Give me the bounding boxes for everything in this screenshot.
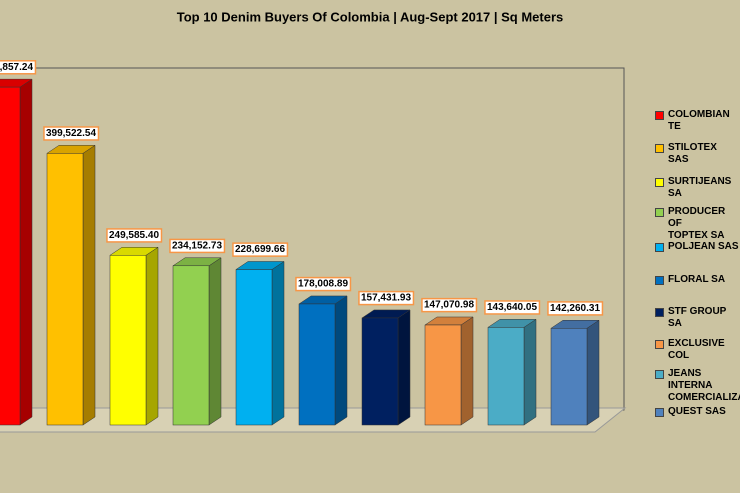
legend-label: SURTIJEANS SA: [668, 176, 732, 199]
legend-swatch: [655, 208, 664, 217]
legend-item: QUEST SAS: [655, 406, 726, 418]
data-label-box: [0, 60, 37, 75]
data-label-box: [295, 276, 352, 292]
data-label-box: [358, 290, 415, 306]
legend-label: JEANS INTERNA COMERCIALIZA: [668, 368, 740, 403]
legend-swatch: [655, 276, 664, 285]
legend-item: EXCLUSIVE COL: [655, 338, 740, 362]
legend-item: SURTIJEANS SA: [655, 176, 740, 200]
data-label-box: [43, 126, 100, 141]
data-label: 249,585.40: [109, 230, 159, 241]
legend-swatch: [655, 340, 664, 349]
bar-side: [19, 78, 33, 426]
bar: [235, 269, 273, 426]
bar: [109, 255, 147, 426]
data-label-box: [547, 301, 604, 316]
data-label: 399,522.54: [46, 128, 96, 139]
bar-side: [145, 246, 159, 426]
data-label: 234,152.73: [172, 240, 222, 251]
bar-side: [460, 316, 474, 426]
legend-label: EXCLUSIVE COL: [668, 338, 725, 361]
bar: [172, 265, 210, 426]
bar-side: [334, 295, 348, 426]
bar: [361, 317, 399, 426]
bar-side: [271, 261, 285, 426]
bar: [487, 327, 525, 426]
legend-label: STILOTEX SAS: [668, 142, 717, 165]
data-label: 228,699.66: [235, 244, 285, 255]
legend-swatch: [655, 144, 664, 153]
legend-item: FLORAL SA: [655, 274, 725, 286]
data-label-box: [232, 242, 289, 257]
data-label: 142,260.31: [550, 303, 600, 314]
legend-item: PRODUCER OF TOPTEX SA: [655, 206, 740, 242]
legend-item: STF GROUP SA: [655, 306, 740, 330]
legend-swatch: [655, 178, 664, 187]
legend-item: COLOMBIAN TE: [655, 109, 740, 133]
data-label-box: [106, 228, 163, 243]
legend-swatch: [655, 111, 664, 120]
data-label: 147,070.98: [424, 300, 474, 311]
legend-item: STILOTEX SAS: [655, 142, 740, 166]
legend-swatch: [655, 308, 664, 317]
data-label: 143,640.05: [487, 302, 537, 313]
legend-swatch: [655, 243, 664, 252]
bar-side: [586, 319, 600, 426]
legend-label: FLORAL SA: [668, 274, 726, 285]
data-label: 157,431.93: [361, 293, 411, 304]
data-label: 496,857.24: [0, 62, 33, 73]
data-label-box: [169, 238, 226, 254]
data-label: 178,008.89: [298, 279, 348, 290]
data-label-box: [421, 297, 478, 313]
bar: [46, 153, 84, 426]
legend-swatch: [655, 408, 664, 417]
legend-item: POLJEAN SAS: [655, 241, 739, 253]
bar-side: [523, 318, 537, 426]
legend-item: JEANS INTERNA COMERCIALIZA: [655, 368, 740, 404]
bar: [424, 324, 462, 426]
data-label-box: [484, 300, 541, 315]
legend-label: STF GROUP SA: [668, 306, 727, 329]
bar-side: [82, 144, 96, 426]
bar: [0, 86, 21, 426]
legend-label: PRODUCER OF TOPTEX SA: [668, 206, 726, 241]
legend-swatch: [655, 370, 664, 379]
bar-side: [208, 257, 222, 426]
legend-label: POLJEAN SAS: [668, 241, 739, 252]
legend-label: QUEST SAS: [668, 406, 726, 417]
bar-side: [397, 309, 411, 426]
chart-title: Top 10 Denim Buyers Of Colombia | Aug-Se…: [177, 9, 564, 24]
bar: [298, 303, 336, 426]
bar: [550, 328, 588, 426]
legend-label: COLOMBIAN TE: [668, 109, 730, 132]
